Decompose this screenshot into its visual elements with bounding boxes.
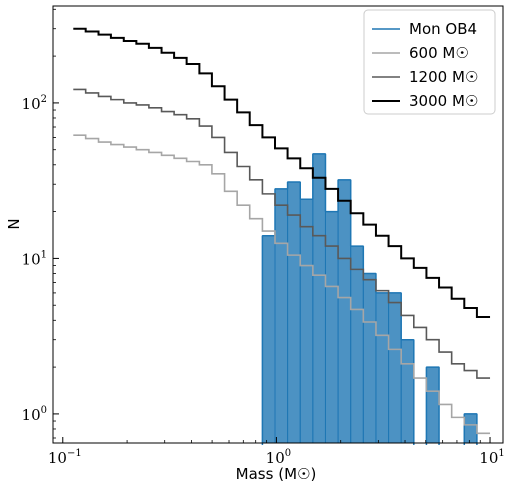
observed-bar-23 — [362, 272, 377, 444]
observed-bar-31 — [463, 413, 478, 444]
y-tick-label-1: 101 — [22, 249, 47, 268]
observed-bar-16 — [274, 188, 289, 444]
x-tick-label-1-base: 10 — [266, 449, 285, 467]
y-tick-label-1-base: 10 — [22, 250, 41, 268]
x-tick-label-2-base: 10 — [479, 449, 498, 467]
x-tick-label-2: 101 — [479, 448, 504, 467]
legend-label-2: 1200 M☉ — [409, 68, 478, 86]
observed-bar-24 — [375, 292, 390, 444]
y-tick-label-0: 100 — [22, 405, 47, 424]
observed-bar-26 — [400, 339, 415, 444]
y-tick-label-2-base: 10 — [22, 95, 41, 113]
x-axis-title-text: Mass — [236, 465, 274, 483]
legend: Mon OB4 600 M☉ 1200 M☉ 3000 M☉ — [363, 9, 496, 115]
x-tick-label-0: 10−1 — [48, 448, 82, 467]
observed-bar-19 — [312, 153, 326, 444]
observed-bar-22 — [350, 245, 364, 444]
y-tick-label-0-exp: 0 — [41, 405, 47, 416]
observed-bar-21 — [337, 179, 352, 444]
y-tick-label-0-base: 10 — [22, 406, 41, 424]
x-tick-label-1-exp: 0 — [285, 448, 291, 459]
observed-bar-28 — [425, 366, 440, 444]
observed-bar-17 — [287, 181, 301, 444]
legend-box — [363, 9, 496, 115]
x-tick-label-0-base: 10 — [48, 449, 67, 467]
legend-label-3: 3000 M☉ — [409, 92, 478, 110]
legend-label-1: 600 M☉ — [409, 44, 469, 62]
observed-bar-18 — [299, 198, 314, 444]
model-line-2 — [73, 88, 491, 379]
y-tick-label-2-exp: 2 — [41, 94, 47, 105]
x-tick-label-0-exp: −1 — [67, 448, 82, 459]
y-axis-title: N — [5, 218, 23, 229]
observed-bar-25 — [388, 292, 402, 444]
x-axis-title-unit: (M☉) — [278, 465, 316, 483]
y-tick-label-2: 102 — [22, 94, 47, 113]
x-axis-title: Mass (M☉) — [236, 465, 317, 483]
legend-label-0: Mon OB4 — [409, 20, 477, 38]
x-tick-label-2-exp: 1 — [498, 448, 504, 459]
model-line-1 — [73, 134, 491, 435]
y-tick-label-1-exp: 1 — [41, 249, 47, 260]
plot-frame — [52, 5, 504, 444]
observed-series — [261, 153, 478, 445]
model-line-3 — [73, 27, 491, 318]
observed-bar-15 — [261, 235, 276, 444]
x-tick-label-1: 100 — [266, 448, 291, 467]
plot-area — [73, 27, 491, 445]
